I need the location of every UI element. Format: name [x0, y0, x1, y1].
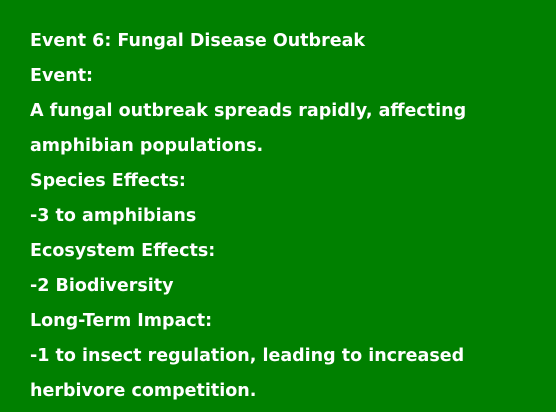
event-description-line-2: amphibian populations. [30, 136, 264, 156]
long-term-impact-heading: Long-Term Impact: [30, 311, 213, 331]
long-term-impact-line-1: -1 to insect regulation, leading to incr… [30, 346, 465, 366]
event-title: Event 6: Fungal Disease Outbreak [30, 31, 366, 51]
long-term-impact-line-2: herbivore competition. [30, 381, 257, 401]
ecosystem-effect-value: -2 Biodiversity [30, 276, 174, 296]
ecosystem-effects-heading: Ecosystem Effects: [30, 241, 216, 261]
event-heading: Event: [30, 66, 94, 86]
species-effect-value: -3 to amphibians [30, 206, 197, 226]
species-effects-heading: Species Effects: [30, 171, 186, 191]
event-description-line-1: A fungal outbreak spreads rapidly, affec… [30, 101, 467, 121]
